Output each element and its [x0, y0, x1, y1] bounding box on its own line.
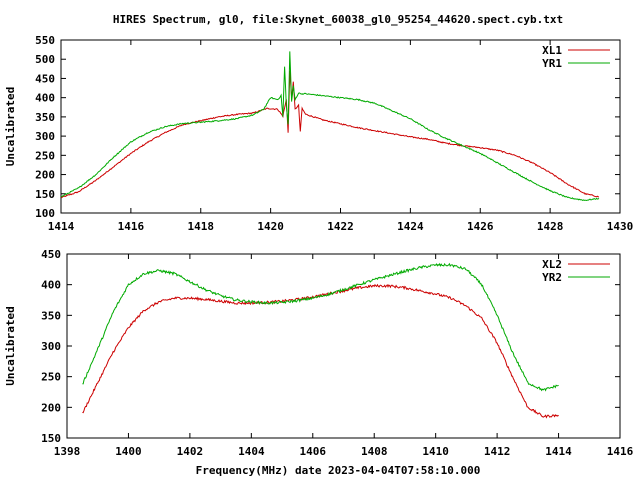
- y-tick-label: 350: [35, 111, 55, 124]
- series-line-XL1: [60, 70, 599, 199]
- x-tick-label: 1422: [327, 220, 354, 233]
- x-tick-label: 1404: [238, 445, 265, 458]
- x-tick-label: 1402: [177, 445, 204, 458]
- x-tick-label: 1430: [607, 220, 634, 233]
- y-tick-label: 400: [41, 279, 61, 292]
- y-tick-label: 200: [41, 401, 61, 414]
- x-tick-label: 1400: [115, 445, 142, 458]
- legend-label-YR1: YR1: [542, 57, 562, 70]
- y-tick-label: 550: [35, 34, 55, 47]
- y-tick-label: 350: [41, 309, 61, 322]
- x-tick-label: 1414: [545, 445, 572, 458]
- x-tick-label: 1420: [257, 220, 284, 233]
- x-tick-label: 1414: [48, 220, 75, 233]
- x-tick-label: 1408: [361, 445, 388, 458]
- series-line-YR1: [61, 51, 600, 202]
- y-axis-label: Uncalibrated: [4, 306, 17, 385]
- x-tick-label: 1428: [537, 220, 564, 233]
- x-tick-label: 1412: [484, 445, 511, 458]
- x-tick-label: 1406: [300, 445, 327, 458]
- x-tick-label: 1424: [397, 220, 424, 233]
- y-tick-label: 150: [35, 188, 55, 201]
- y-tick-label: 500: [35, 53, 55, 66]
- x-tick-label: 1416: [607, 445, 634, 458]
- y-tick-label: 300: [35, 130, 55, 143]
- legend-label-XL1: XL1: [542, 44, 562, 57]
- x-axis-label: Frequency(MHz) date 2023-04-04T07:58:10.…: [196, 464, 481, 477]
- chart-panel-1: 1414 1416 1418 1420 1422 1424 1426 1428 1430 100 1…: [4, 34, 633, 233]
- y-axis-label: Uncalibrated: [4, 87, 17, 166]
- series-line-YR2: [82, 262, 559, 392]
- y-tick-label: 100: [35, 207, 55, 220]
- legend-label-YR2: YR2: [542, 271, 562, 284]
- y-tick-label: 250: [41, 371, 61, 384]
- x-tick-label: 1398: [54, 445, 81, 458]
- y-tick-label: 300: [41, 340, 61, 353]
- x-tick-label: 1426: [467, 220, 494, 233]
- y-tick-label: 150: [41, 432, 61, 445]
- chart-panel-2: 1398 1400 1402 1404 1406 1408 1410 1412 1414 1416…: [4, 248, 634, 458]
- y-tick-label: 450: [35, 72, 55, 85]
- x-tick-label: 1416: [118, 220, 145, 233]
- y-tick-label: 250: [35, 149, 55, 162]
- legend-label-XL2: XL2: [542, 258, 562, 271]
- x-tick-label: 1418: [188, 220, 215, 233]
- chart-title: HIRES Spectrum, gl0, file:Skynet_60038_g…: [113, 13, 563, 26]
- y-tick-label: 400: [35, 92, 55, 105]
- y-tick-label: 450: [41, 248, 61, 261]
- x-tick-label: 1410: [422, 445, 449, 458]
- y-tick-label: 200: [35, 169, 55, 182]
